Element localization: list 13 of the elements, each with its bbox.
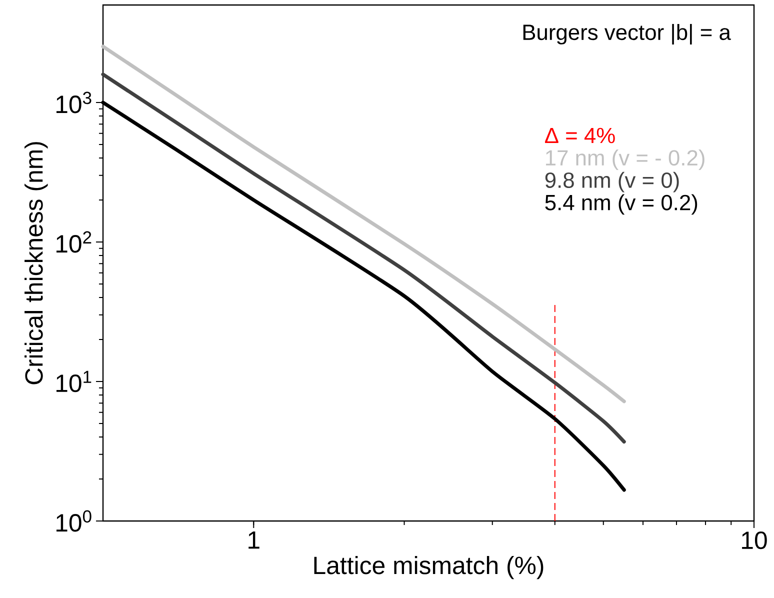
- text: 5.4 nm (v = 0.2): [545, 194, 698, 215]
- text: 9.8 nm (v = 0): [545, 172, 679, 192]
- text: 17 nm (v = - 0.2): [546, 150, 704, 170]
- y-axis-title: Critical thickness (nm): [24, 142, 48, 384]
- x-tick-label: 10: [742, 531, 767, 550]
- x-axis-title: Lattice mismatch (%): [314, 556, 544, 580]
- ref-line-label: Δ = 4%: [545, 128, 615, 144]
- y-tick-label: 10$^{3}$: [56, 92, 92, 114]
- annotation: Burgers vector |b| = a: [523, 24, 731, 44]
- x-tick-label: 1: [248, 531, 260, 549]
- y-tick-label: 10$^{1}$: [56, 370, 92, 392]
- y-tick-label: 10$^{0}$: [56, 510, 92, 532]
- y-tick-label: 10$^{2}$: [56, 231, 92, 253]
